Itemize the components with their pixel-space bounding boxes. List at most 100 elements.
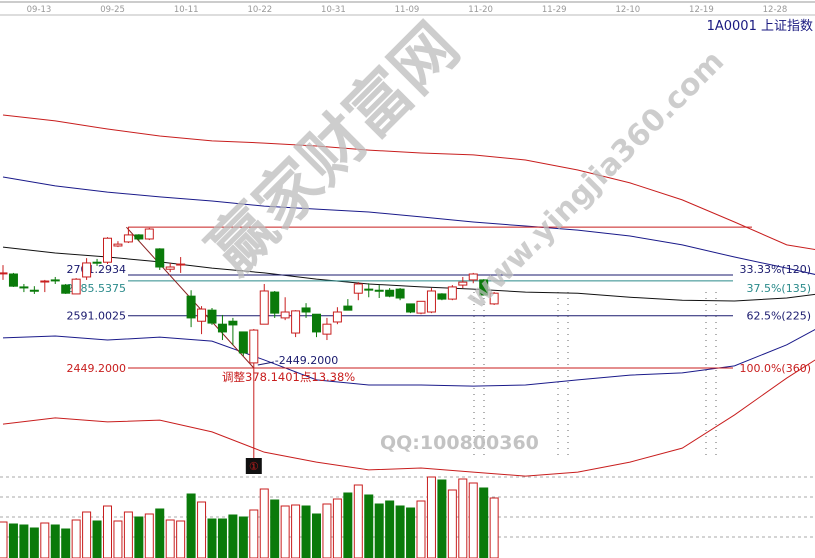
candle-body	[165, 266, 175, 270]
volume-bar	[374, 503, 384, 558]
candle-body	[207, 309, 217, 324]
x-tick-label: 11-09	[395, 5, 420, 15]
volume-bar	[92, 520, 102, 558]
candle-body	[322, 323, 332, 335]
x-tick-label: 09-13	[27, 5, 52, 15]
candle-body	[364, 288, 374, 291]
band-outer-upper-line	[2, 114, 815, 251]
band-inner-lower-line	[2, 328, 815, 387]
candle-body	[270, 291, 280, 314]
volume-bar	[228, 514, 238, 558]
candle-body	[280, 311, 290, 319]
candle-body	[0, 272, 8, 275]
candle-body	[123, 234, 133, 243]
fib-price-label: 2591.0025	[67, 310, 127, 323]
fib-ratio-label: 100.0%(360)	[739, 362, 811, 375]
fib-ratio-label: 33.33%(120)	[739, 263, 811, 276]
x-tick-label: 11-20	[468, 5, 493, 15]
low-marker-box	[245, 458, 262, 474]
volume-bar	[155, 508, 165, 558]
symbol-code: 1A0001	[706, 19, 757, 34]
volume-bar	[270, 499, 280, 558]
volume-bar	[322, 503, 332, 558]
candle-body	[19, 286, 29, 289]
candle-body	[291, 310, 301, 334]
x-tick-label: 09-25	[100, 5, 125, 15]
candle-body	[353, 283, 363, 294]
candle-body	[395, 288, 405, 299]
candle-body	[238, 331, 248, 354]
volume-bar	[280, 505, 290, 558]
band-inner-upper-line	[2, 176, 815, 275]
volume-bar	[291, 504, 301, 558]
candle-body	[113, 243, 123, 247]
volume-bar	[207, 518, 217, 558]
volume-bar	[103, 505, 112, 558]
x-tick-label: 10-11	[174, 5, 199, 15]
volume-bar	[259, 488, 269, 558]
fib-price-label: 2701.2934	[67, 263, 127, 276]
volume-bar	[50, 524, 60, 558]
candle-body	[426, 290, 436, 313]
volume-bar	[176, 520, 186, 558]
candle-body	[416, 300, 426, 314]
volume-bar	[238, 516, 248, 558]
volume-bar	[489, 497, 499, 558]
volume-bar	[301, 505, 311, 558]
fib-ratio-label: 37.5%(135)	[746, 282, 811, 295]
candle-body	[489, 292, 499, 305]
candle-body	[176, 263, 186, 266]
volume-bar	[343, 492, 353, 558]
band-outer-lower-line	[2, 359, 815, 477]
volume-bar	[186, 493, 196, 558]
candle-body	[374, 289, 384, 292]
candle-body	[144, 228, 154, 240]
x-tick-label: 12-28	[763, 5, 788, 15]
volume-bar	[113, 520, 123, 558]
volume-bar	[217, 518, 227, 558]
x-tick-label: 12-10	[615, 5, 640, 15]
volume-bar	[395, 505, 405, 558]
volume-bar	[447, 489, 457, 558]
volume-bar	[165, 519, 175, 558]
volume-bar	[416, 500, 426, 558]
volume-bar	[468, 482, 478, 558]
candle-body	[343, 305, 353, 311]
candle-body	[40, 280, 50, 283]
candle-body	[406, 303, 416, 313]
candle-body	[82, 262, 92, 278]
volume-bar	[364, 494, 374, 558]
volume-bar	[458, 478, 468, 558]
volume-bar	[61, 528, 71, 558]
candle-body	[155, 248, 165, 268]
candle-body	[228, 320, 238, 326]
volume-bar	[29, 527, 39, 558]
candle-body	[301, 307, 311, 313]
volume-bar	[385, 500, 395, 558]
fib-ratio-label: 62.5%(225)	[746, 310, 811, 323]
low-marker-icon: ①	[249, 460, 259, 473]
volume-bar	[82, 511, 92, 558]
candle-body	[186, 295, 196, 319]
fib-price-label: 2449.2000	[67, 362, 127, 375]
candle-body	[437, 293, 447, 300]
volume-bar	[134, 516, 144, 558]
candle-body	[50, 279, 60, 282]
volume-bar	[249, 509, 259, 558]
volume-bar	[332, 498, 342, 558]
candle-body	[447, 286, 457, 300]
candle-body	[71, 278, 81, 295]
candle-body	[29, 289, 39, 292]
volume-bar	[406, 507, 416, 558]
candle-body	[385, 289, 395, 297]
candle-body	[312, 313, 321, 333]
volume-bar	[426, 476, 436, 558]
volume-bar	[123, 511, 133, 558]
volume-bar	[353, 484, 363, 558]
candle-body	[134, 234, 144, 240]
candle-body	[197, 308, 207, 322]
adjustment-label: 调整378.1401点13.38%	[222, 370, 355, 384]
candle-body	[61, 284, 71, 294]
